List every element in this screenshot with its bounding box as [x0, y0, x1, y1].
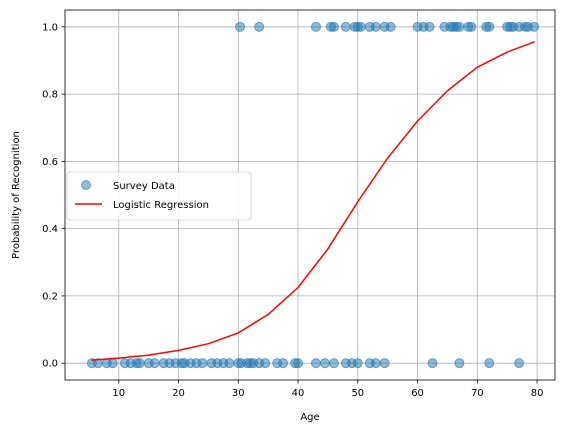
scatter-point — [484, 358, 495, 369]
scatter-point — [310, 21, 321, 32]
scatter-point — [310, 358, 321, 369]
scatter-point — [352, 358, 363, 369]
scatter-series — [86, 21, 540, 369]
y-axis-ticks: 0.0 0.2 0.4 0.6 0.8 1.0 — [42, 22, 65, 370]
scatter-point — [370, 358, 381, 369]
legend-label-survey-data: Survey Data — [113, 181, 175, 192]
scatter-point — [340, 21, 351, 32]
scatter-point — [328, 358, 339, 369]
scatter-point — [379, 358, 390, 369]
x-axis-ticks: 10 20 30 40 50 60 70 80 — [112, 380, 543, 399]
scatter-point — [107, 358, 118, 369]
x-tick-label: 50 — [351, 388, 364, 399]
y-tick-label: 0.0 — [42, 359, 58, 370]
x-tick-label: 30 — [232, 388, 245, 399]
x-tick-label: 70 — [471, 388, 484, 399]
scatter-point — [260, 358, 271, 369]
scatter-point — [484, 21, 495, 32]
scatter-point — [355, 21, 366, 32]
x-tick-label: 20 — [172, 388, 185, 399]
legend: Survey Data Logistic Regression — [66, 171, 252, 221]
x-tick-label: 80 — [531, 388, 544, 399]
scatter-point — [254, 21, 265, 32]
scatter-point — [134, 358, 145, 369]
scatter-point — [385, 21, 396, 32]
y-tick-label: 0.6 — [42, 157, 58, 168]
scatter-point — [235, 21, 246, 32]
x-axis-label: Age — [300, 412, 319, 423]
logistic-regression-line — [91, 41, 535, 361]
regression-series — [91, 41, 535, 361]
legend-label-logistic-regression: Logistic Regression — [113, 200, 209, 211]
x-tick-label: 40 — [292, 388, 305, 399]
scatter-point — [278, 358, 289, 369]
scatter-point — [149, 358, 160, 369]
scatter-point — [454, 358, 465, 369]
x-tick-label: 10 — [112, 388, 125, 399]
y-tick-label: 0.8 — [42, 90, 58, 101]
scatter-point — [370, 21, 381, 32]
scatter-point — [197, 358, 208, 369]
legend-marker-survey-data — [81, 180, 91, 190]
y-tick-label: 0.4 — [42, 224, 58, 235]
plot-frame — [64, 9, 556, 381]
legend-box — [66, 171, 252, 221]
x-tick-label: 60 — [411, 388, 424, 399]
scatter-point — [424, 21, 435, 32]
scatter-point — [529, 21, 540, 32]
scatter-point — [319, 358, 330, 369]
scatter-point — [514, 358, 525, 369]
scatter-point — [454, 21, 465, 32]
scatter-point — [427, 358, 438, 369]
scatter-point — [293, 358, 304, 369]
y-tick-label: 0.2 — [42, 291, 58, 302]
scatter-point — [328, 21, 339, 32]
y-axis-label: Probability of Recognition — [11, 131, 22, 259]
y-tick-label: 1.0 — [42, 22, 58, 33]
scatter-point — [466, 21, 477, 32]
scatter-point — [224, 358, 235, 369]
